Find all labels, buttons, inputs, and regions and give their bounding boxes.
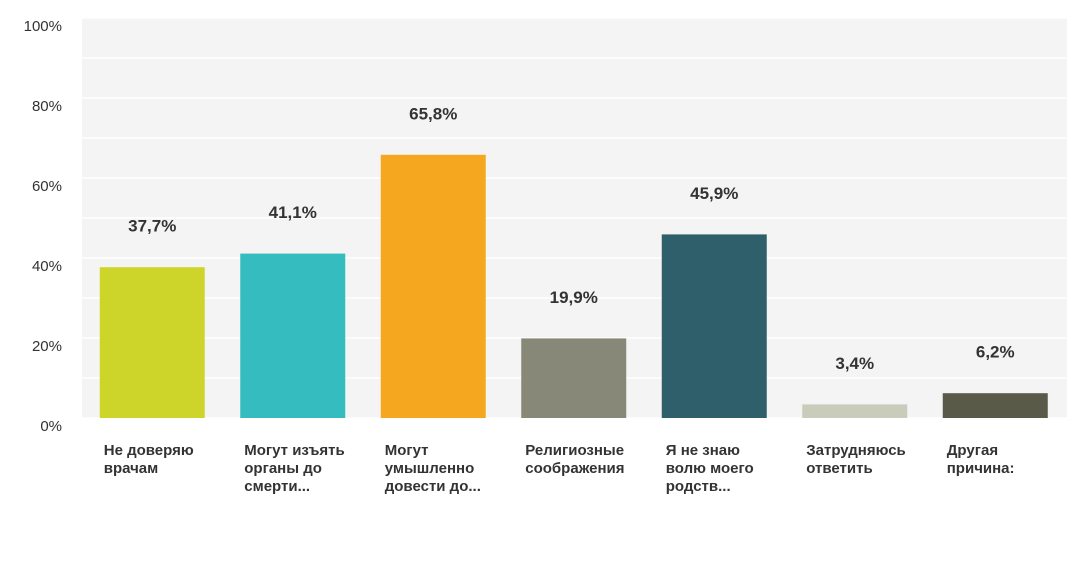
bar: [521, 338, 627, 418]
y-tick-label: 20%: [32, 338, 62, 355]
bar: [380, 154, 486, 419]
x-tick-label: Не доверяю врачам: [103, 442, 194, 477]
x-tick-label: Религиозные соображения: [525, 442, 625, 477]
bar: [240, 253, 346, 418]
value-label: 37,7%: [128, 217, 176, 236]
y-tick-label: 0%: [40, 418, 62, 435]
bar: [661, 234, 767, 418]
value-label: 19,9%: [550, 288, 598, 307]
value-label: 6,2%: [976, 343, 1015, 362]
value-label: 3,4%: [835, 354, 874, 373]
value-label: 45,9%: [690, 184, 738, 203]
x-tick-label: Я не знаю волю моего родств...: [665, 442, 754, 495]
x-tick-label: Затрудняюсь ответить: [806, 442, 906, 477]
bar: [802, 404, 908, 418]
y-tick-label: 100%: [24, 18, 62, 35]
x-tick-label: Могут умышленно довести до...: [384, 442, 481, 495]
bar: [942, 393, 1048, 418]
y-tick-label: 80%: [32, 98, 62, 115]
y-tick-label: 40%: [32, 258, 62, 275]
x-tick-label: Могут изъять органы до смерти...: [244, 442, 345, 495]
bar: [99, 267, 205, 418]
x-tick-label: Другая причина:: [946, 442, 1015, 477]
y-tick-label: 60%: [32, 178, 62, 195]
value-label: 41,1%: [269, 203, 317, 222]
value-label: 65,8%: [409, 104, 457, 123]
